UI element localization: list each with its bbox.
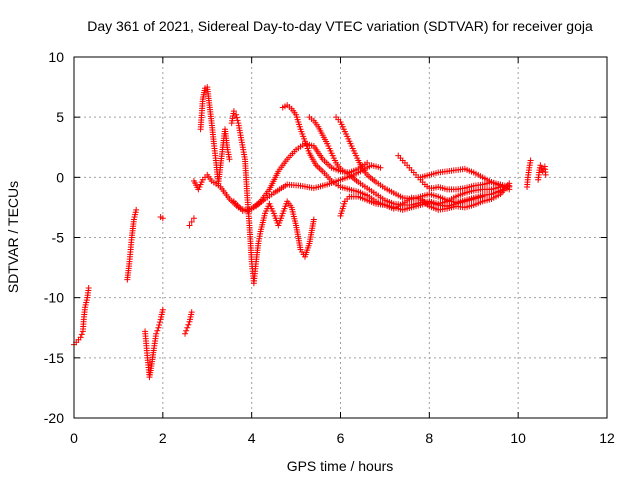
series-track-n — [337, 193, 486, 219]
data-point — [85, 285, 92, 292]
data-point — [233, 114, 240, 121]
y-tick-label: -10 — [44, 290, 64, 306]
y-tick-label: -15 — [44, 350, 64, 366]
x-axis-title: GPS time / hours — [287, 458, 394, 474]
series-track-c — [142, 306, 166, 381]
data-point — [184, 324, 191, 331]
x-tick-label: 0 — [70, 430, 78, 446]
data-point — [190, 215, 197, 222]
data-point — [159, 306, 166, 313]
data-point — [377, 164, 384, 171]
x-tick-label: 12 — [599, 430, 615, 446]
data-point — [159, 215, 166, 222]
x-tick-label: 2 — [159, 430, 167, 446]
series-track-j — [230, 140, 371, 215]
data-point — [542, 171, 549, 178]
data-point — [182, 330, 189, 337]
data-point — [153, 330, 160, 337]
data-point — [154, 327, 161, 334]
series-track-d — [157, 214, 166, 222]
data-point — [155, 324, 162, 331]
y-tick-label: 10 — [48, 49, 64, 65]
series-track-f — [186, 215, 197, 229]
y-axis-title: SDTVAR / TECUs — [5, 181, 21, 293]
series-track-r — [535, 162, 549, 183]
data-point — [364, 159, 371, 166]
data-point — [537, 162, 544, 169]
series-track-h — [197, 84, 233, 187]
data-point — [226, 156, 233, 163]
series-track-q — [524, 157, 534, 190]
y-tick-label: 0 — [56, 169, 64, 185]
data-point — [234, 117, 241, 124]
plot-frame — [73, 56, 608, 419]
x-tick-label: 8 — [425, 430, 433, 446]
data-markers — [71, 84, 549, 381]
x-tick-label: 10 — [510, 430, 526, 446]
y-tick-label: -5 — [52, 230, 65, 246]
data-point — [188, 218, 195, 225]
data-point — [186, 222, 193, 229]
chart-title: Day 361 of 2021, Sidereal Day-to-day VTE… — [87, 18, 593, 34]
data-point — [156, 321, 163, 328]
series-track-e — [182, 309, 195, 337]
data-point — [233, 111, 240, 118]
data-point — [479, 193, 486, 200]
data-point — [310, 216, 317, 223]
data-point — [185, 321, 192, 328]
data-point — [78, 331, 85, 338]
x-tick-label: 4 — [248, 430, 256, 446]
y-tick-label: 5 — [56, 109, 64, 125]
data-point — [183, 327, 190, 334]
data-point — [230, 108, 237, 115]
data-point — [156, 319, 163, 326]
series-track-i — [228, 108, 317, 287]
series-track-p — [417, 165, 513, 193]
data-point — [133, 206, 140, 213]
x-tick-label: 6 — [337, 430, 345, 446]
data-point — [527, 157, 534, 164]
data-point — [188, 309, 195, 316]
data-point — [506, 186, 513, 193]
data-point — [77, 334, 84, 341]
y-tick-label: -20 — [44, 410, 64, 426]
series-track-b — [124, 206, 140, 283]
